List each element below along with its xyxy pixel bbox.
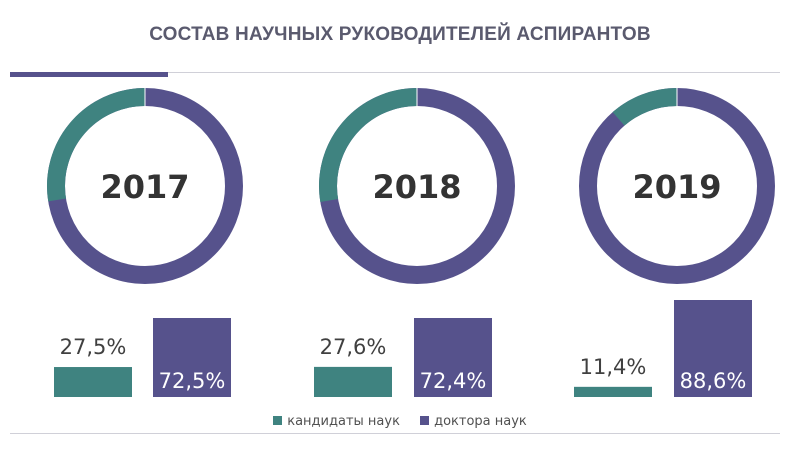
top-divider xyxy=(10,72,780,73)
data-label-doctors-2019: 88,6% xyxy=(680,369,747,393)
legend-label-candidates: кандидаты наук xyxy=(287,414,400,429)
data-label-candidates-2018: 27,6% xyxy=(320,335,387,359)
bar-doctors-2017 xyxy=(153,318,231,397)
donut-slice-candidates-2017 xyxy=(46,88,243,284)
bottom-divider xyxy=(10,433,780,434)
bar-candidates-2017 xyxy=(54,367,132,397)
donut-year-label-2017: 2017 xyxy=(100,168,189,206)
donut-slice-candidates-2018 xyxy=(319,88,515,284)
bar-candidates-2019 xyxy=(574,386,652,397)
data-label-candidates-2019: 11,4% xyxy=(580,355,647,379)
bar-doctors-2019 xyxy=(674,300,752,397)
data-label-doctors-2018: 72,4% xyxy=(420,369,487,393)
donut-year-label-2019: 2019 xyxy=(632,168,721,206)
bar-candidates-2018 xyxy=(314,366,392,397)
legend-swatch-candidates xyxy=(273,416,283,425)
legend-swatch-doctors xyxy=(420,416,430,425)
bar-doctors-2018 xyxy=(414,318,492,397)
accent-bar xyxy=(10,72,168,77)
page-title: СОСТАВ НАУЧНЫХ РУКОВОДИТЕЛЕЙ АСПИРАНТОВ xyxy=(149,24,651,45)
data-label-candidates-2017: 27,5% xyxy=(60,335,127,359)
data-label-doctors-2017: 72,5% xyxy=(159,369,226,393)
legend-label-doctors: доктора наук xyxy=(434,414,527,429)
legend: кандидаты наук доктора наук xyxy=(0,414,800,429)
donut-slice-candidates-2019 xyxy=(579,88,775,284)
legend-item-candidates: кандидаты наук xyxy=(273,414,400,429)
legend-item-doctors: доктора наук xyxy=(420,414,527,429)
donut-year-label-2018: 2018 xyxy=(372,168,461,206)
